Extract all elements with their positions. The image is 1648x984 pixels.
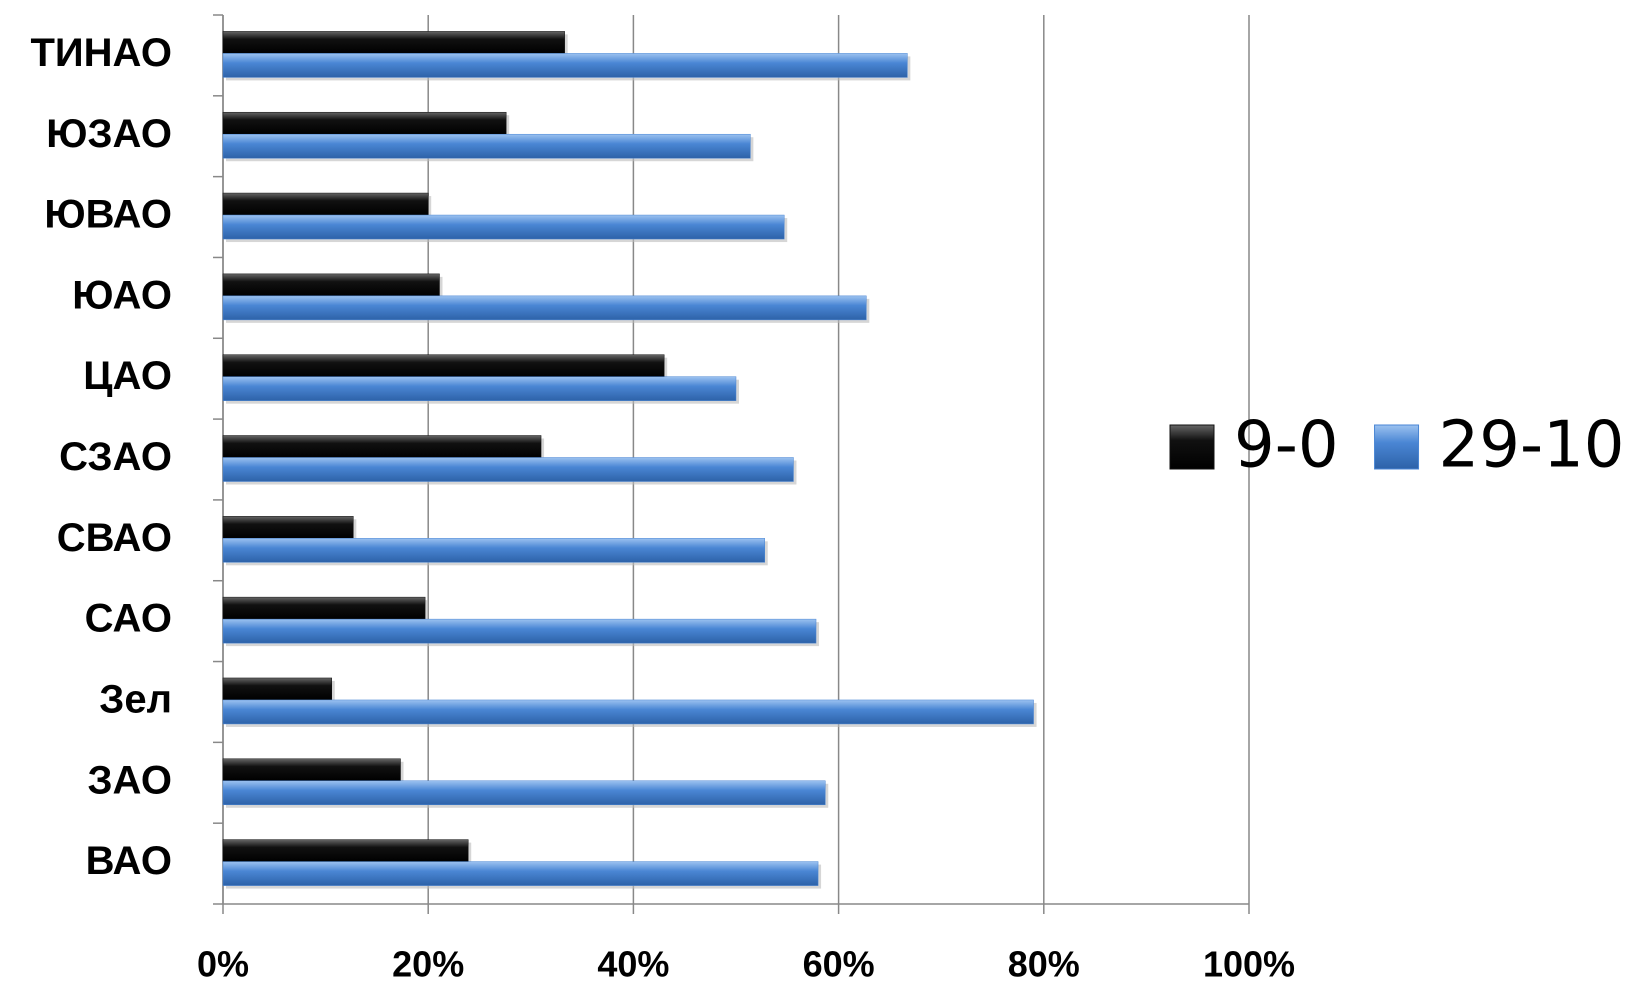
legend-label: 29-10: [1439, 409, 1625, 483]
x-tick-label: 20%: [392, 944, 464, 984]
bar: [222, 457, 794, 482]
y-tick-label: ЗАО: [87, 758, 172, 802]
bar: [222, 780, 826, 806]
legend-swatch: [1374, 424, 1420, 470]
bar: [222, 516, 354, 539]
bar: [222, 214, 785, 240]
x-tick-label: 40%: [597, 944, 669, 984]
bar: [222, 435, 542, 458]
x-tick-label: 80%: [1008, 944, 1080, 984]
bar: [222, 111, 507, 135]
y-tick-label: СЗАО: [59, 435, 172, 479]
x-tick-label: 100%: [1203, 944, 1295, 984]
bar: [222, 273, 440, 297]
bar: [222, 538, 765, 563]
bar: [222, 295, 867, 321]
y-tick-label: ТИНАО: [30, 31, 172, 75]
bar: [222, 376, 737, 401]
bar: [222, 192, 429, 216]
bar: [222, 133, 751, 159]
bar: [222, 861, 819, 886]
legend-swatch: [1169, 424, 1215, 470]
y-tick-label: ВАО: [86, 839, 172, 883]
bar: [222, 758, 401, 782]
y-tick-label: Зел: [99, 678, 172, 722]
legend-label: 9-0: [1234, 409, 1339, 483]
y-tick-label: ЮВАО: [44, 193, 172, 237]
y-tick-label: САО: [85, 597, 172, 641]
bar: [222, 699, 1034, 725]
y-tick-label: ЮАО: [72, 273, 172, 317]
y-tick-label: ЮЗАО: [46, 112, 172, 156]
bar: [222, 31, 565, 54]
bar: [222, 618, 817, 644]
bar: [222, 596, 426, 620]
bar: [222, 839, 469, 862]
x-tick-label: 0%: [197, 944, 249, 984]
bar: [222, 354, 665, 377]
bar: [222, 53, 908, 78]
y-tick-label: СВАО: [57, 516, 172, 560]
x-tick-label: 60%: [803, 944, 875, 984]
y-tick-label: ЦАО: [83, 354, 172, 398]
bar: [222, 677, 333, 701]
